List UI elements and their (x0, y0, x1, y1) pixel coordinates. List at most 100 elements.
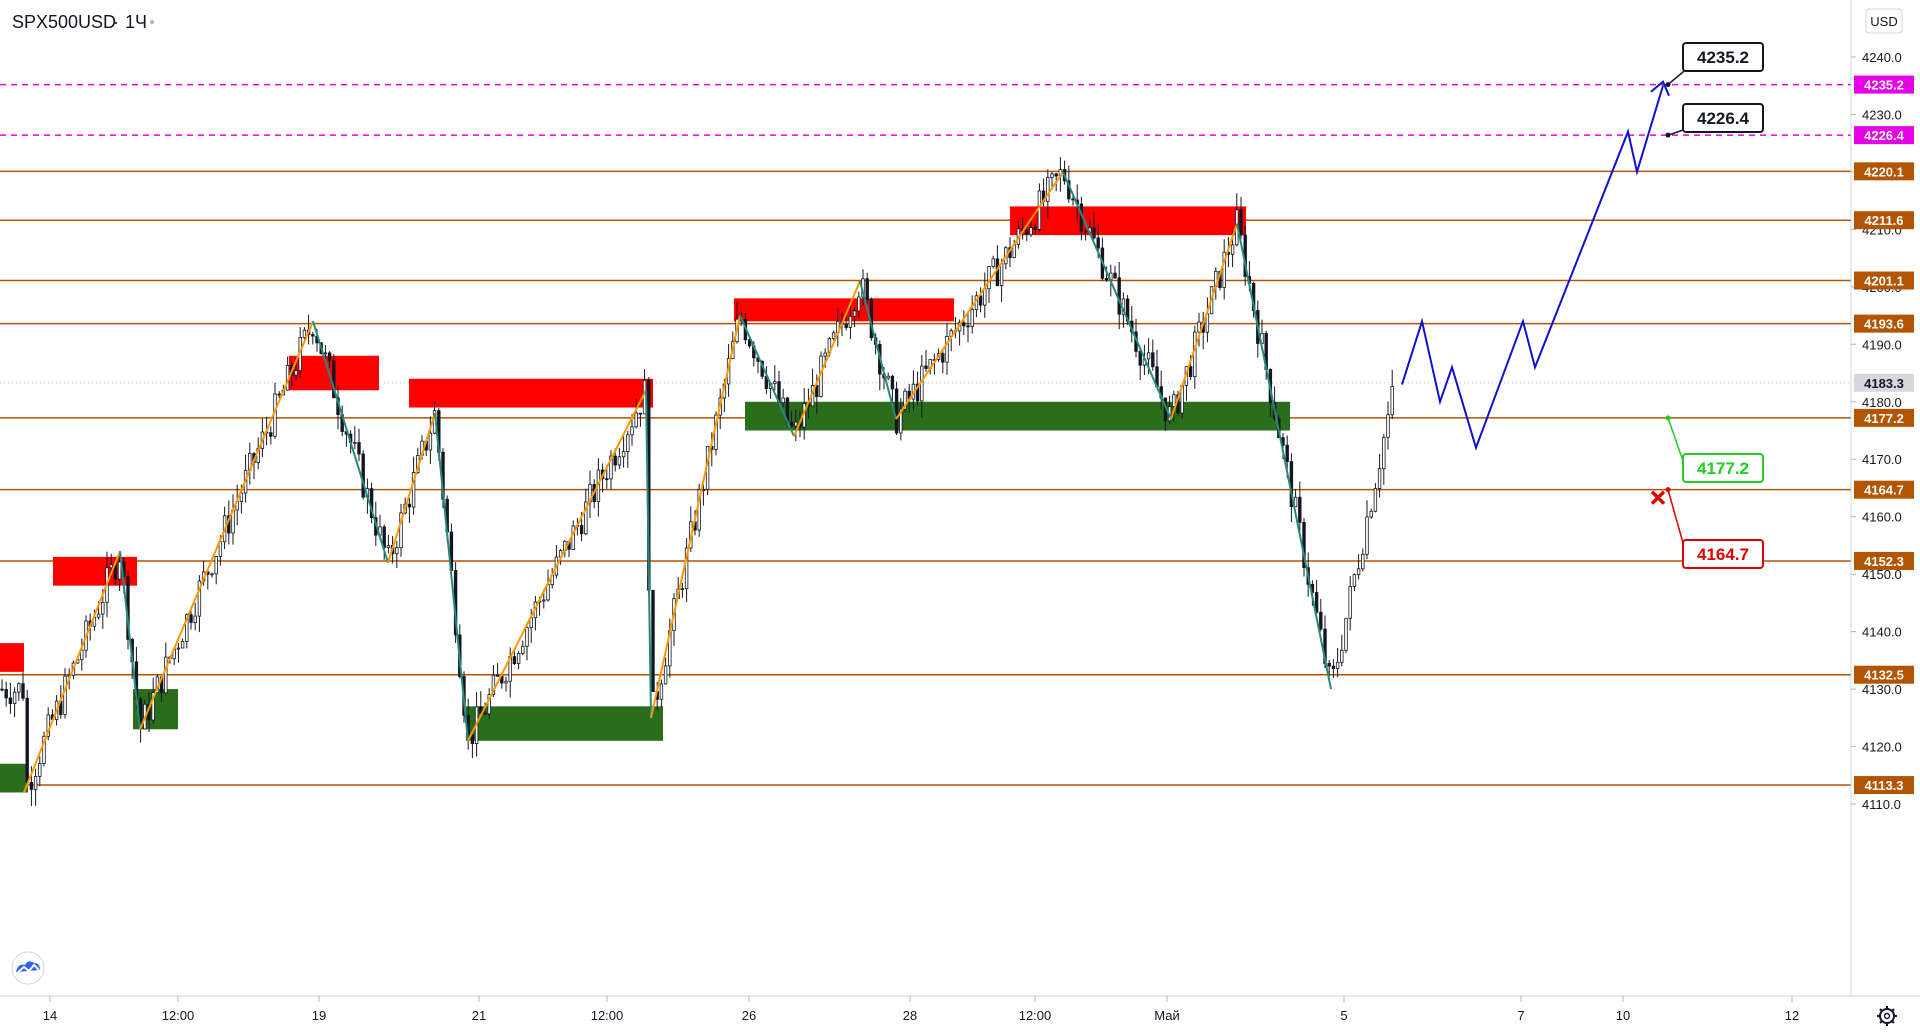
candle-body (1340, 649, 1344, 663)
currency-box (1865, 8, 1903, 34)
candle-body (983, 288, 987, 306)
candle-body (630, 426, 634, 436)
interval-label[interactable]: 1Ч (125, 12, 147, 32)
tradingview-cloud-icon[interactable] (11, 951, 45, 985)
level-price-tag (1854, 211, 1914, 230)
candle-body (407, 503, 412, 508)
candle-body (1293, 496, 1298, 508)
candle-body (353, 442, 357, 444)
candle-body (1138, 350, 1142, 366)
y-tick-label: 4190.0 (1862, 337, 1902, 352)
candle-body (12, 691, 17, 705)
symbol-label[interactable]: SPX500USD (12, 12, 116, 32)
candle-body (428, 432, 433, 451)
candle-body (479, 706, 483, 714)
level-price-label: 4132.5 (1864, 668, 1904, 683)
zigzag-segment (1236, 223, 1332, 690)
zigzag-segment (650, 315, 741, 719)
currency-button[interactable]: USD (1865, 8, 1903, 34)
candle-body (747, 339, 752, 347)
candle-body (1197, 321, 1201, 333)
zigzag (23, 171, 1332, 793)
candle-body (1319, 611, 1323, 630)
level-price-label: 4220.1 (1864, 164, 1904, 179)
candle-body (886, 375, 890, 379)
candle-body (794, 421, 798, 427)
candle-body (1222, 251, 1226, 288)
time-axis[interactable]: 14 12:00 19 21 12:00 26 28 12:00 Май 5 7 10 12 (43, 996, 1799, 1023)
zigzag-segment (1062, 171, 1172, 420)
candle-body (890, 375, 895, 390)
candle-body (789, 421, 794, 427)
level-price-tag (1854, 776, 1914, 795)
callout-box (1682, 103, 1764, 133)
candle-body (109, 564, 113, 569)
candle-body (1327, 662, 1331, 667)
zigzag-segment (23, 550, 121, 793)
candle-body (302, 329, 307, 338)
candle-body (1230, 244, 1235, 255)
callout-label: 4226.4 (1697, 109, 1750, 128)
y-tick-label: 4240.0 (1862, 50, 1902, 65)
candle-body (33, 776, 38, 790)
level-price-label: 4226.4 (1864, 128, 1905, 143)
candle-body (1369, 510, 1373, 518)
level-price-tag (1854, 408, 1914, 427)
candle-body (197, 580, 202, 617)
callout-anchor (1665, 487, 1671, 493)
candle-body (46, 714, 50, 737)
level-price-tag (1854, 271, 1914, 290)
supply-zone (1010, 206, 1246, 236)
callout-anchor (1665, 132, 1671, 138)
candle-body (176, 647, 181, 650)
zigzag-segment (312, 321, 389, 563)
candle-body (80, 649, 84, 660)
candle-body (542, 599, 546, 602)
callout-label: 4164.7 (1697, 545, 1749, 564)
candle-body (214, 555, 218, 575)
level-price-label: 4164.7 (1864, 483, 1904, 498)
level-price-label: 4211.6 (1864, 213, 1903, 228)
candle-body (991, 258, 995, 267)
x-tick-label: 26 (742, 1008, 756, 1023)
zones (0, 206, 1290, 793)
candle-body (831, 332, 836, 339)
x-tick-label: 21 (472, 1008, 486, 1023)
candle-body (962, 322, 966, 327)
gear-icon[interactable] (1877, 1006, 1897, 1026)
separator: · (113, 12, 119, 32)
candle-body (4, 689, 8, 699)
candle-body (193, 615, 197, 623)
candle-body (1314, 592, 1319, 613)
candle-body (579, 525, 584, 535)
candle-body (941, 353, 945, 363)
candle-body (638, 412, 643, 415)
level-price-label: 4113.3 (1864, 778, 1903, 793)
candle-body (966, 325, 970, 328)
candle-body (495, 674, 500, 677)
x-tick-label: 19 (312, 1008, 326, 1023)
x-tick-label: 14 (43, 1008, 57, 1023)
candle-body (386, 545, 391, 548)
candle-body (239, 492, 244, 502)
supply-zone (409, 378, 653, 408)
candle-body (311, 334, 315, 337)
price-axis[interactable]: 4110.0 4120.0 4130.0 4140.0 4150.0 4160.0 4170… (1851, 50, 1902, 812)
candle-body (848, 315, 853, 328)
status-dot (150, 20, 154, 24)
callouts: 4235.2 4226.4 4177.2 4164.7 (1650, 42, 1764, 569)
zigzag-segment (895, 171, 1064, 420)
candle-body (96, 613, 101, 618)
x-tick-label: 12 (1785, 1008, 1799, 1023)
zigzag-segment (1170, 223, 1238, 420)
current-price-tag (1854, 373, 1914, 392)
demand-zone (0, 763, 28, 793)
current-price-label: 4183.3 (1864, 376, 1904, 391)
candle-body (680, 588, 685, 591)
candle-body (470, 734, 475, 745)
level-price-label: 4201.1 (1864, 274, 1904, 289)
candle-body (357, 442, 361, 455)
candle-body (525, 627, 529, 647)
